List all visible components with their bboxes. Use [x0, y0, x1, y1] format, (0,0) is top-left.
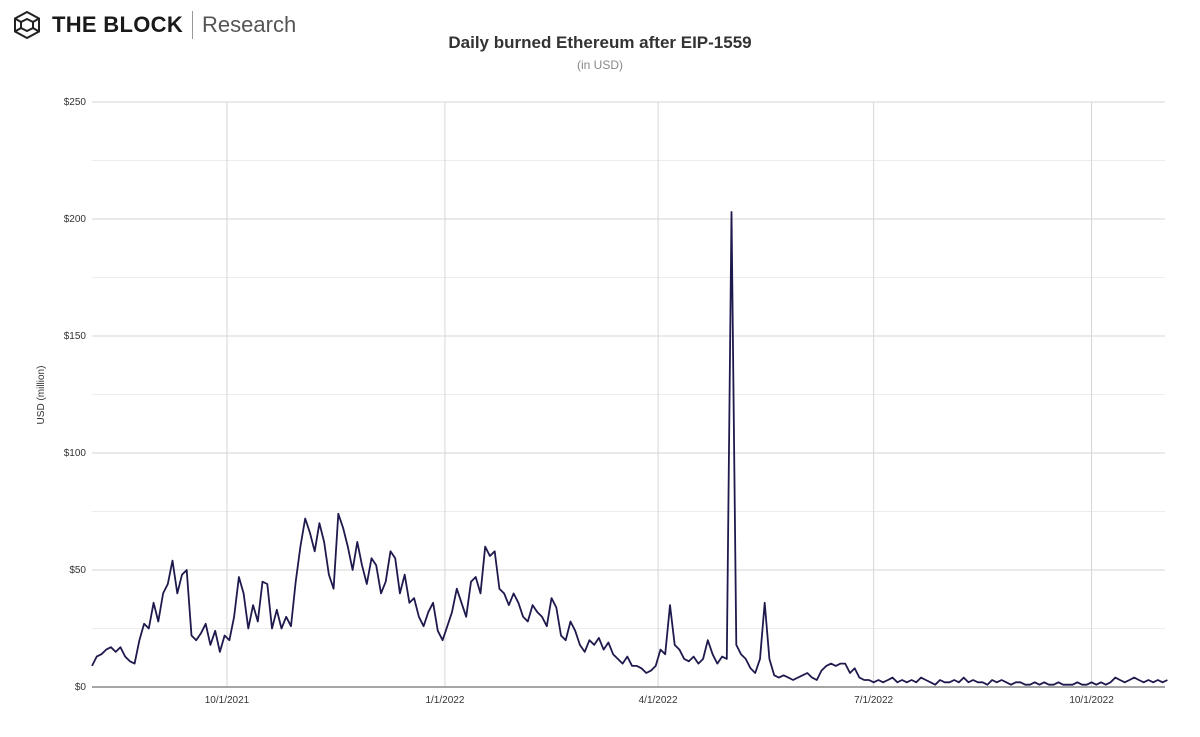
x-tick-label: 10/1/2021 — [205, 695, 250, 706]
series — [91, 211, 1168, 686]
y-tick-label: $250 — [64, 97, 87, 108]
brand-divider — [192, 11, 194, 39]
y-tick-label: $0 — [75, 682, 87, 693]
series-line — [91, 211, 1168, 686]
axes: $0 $50 $100 $150 $200 $250 10/1/2021 1/1/2022 4/… — [64, 97, 1165, 706]
chart-subtitle: (in USD) — [576, 58, 623, 72]
brand-logo: THE BLOCK Research — [12, 8, 296, 42]
y-tick-label: $200 — [64, 214, 87, 225]
y-axis-label: USD (million) — [36, 366, 47, 425]
x-tick-label: 4/1/2022 — [639, 695, 678, 706]
x-tick-label: 1/1/2022 — [425, 695, 464, 706]
chart-title: Daily burned Ethereum after EIP-1559 — [448, 33, 752, 52]
cube-logo-icon — [14, 10, 40, 40]
y-tick-label: $50 — [69, 565, 86, 576]
brand-sub: Research — [202, 12, 297, 37]
brand-name: THE BLOCK — [52, 12, 184, 37]
x-tick-label: 10/1/2022 — [1069, 695, 1114, 706]
x-tick-label: 7/1/2022 — [854, 695, 893, 706]
y-tick-label: $150 — [64, 331, 87, 342]
grid — [92, 101, 1165, 688]
y-tick-label: $100 — [64, 448, 87, 459]
